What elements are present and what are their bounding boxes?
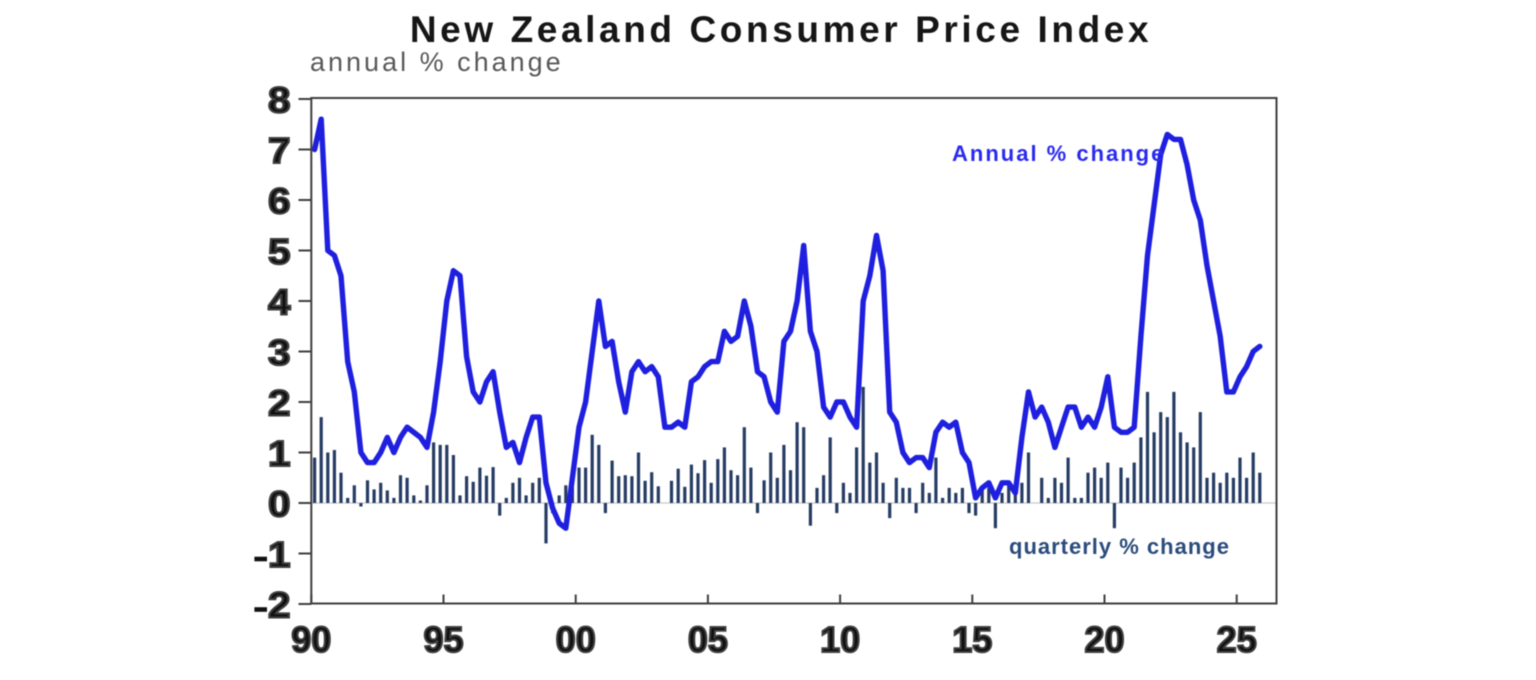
svg-text:90: 90 (291, 619, 331, 660)
svg-text:5: 5 (268, 231, 291, 272)
svg-text:2: 2 (268, 383, 291, 424)
svg-text:New Zealand Consumer Price Ind: New Zealand Consumer Price Index (410, 9, 1152, 50)
svg-text:10: 10 (820, 619, 860, 660)
svg-text:25: 25 (1217, 619, 1257, 660)
svg-text:1: 1 (268, 534, 291, 575)
svg-text:2: 2 (268, 585, 291, 626)
svg-text:0: 0 (268, 484, 291, 525)
svg-text:4: 4 (268, 282, 291, 323)
svg-text:6: 6 (268, 181, 291, 222)
svg-text:annual % change: annual % change (310, 47, 564, 77)
svg-text:20: 20 (1084, 619, 1124, 660)
svg-text:Annual % change: Annual % change (952, 141, 1165, 166)
svg-text:95: 95 (423, 619, 463, 660)
svg-text:8: 8 (268, 80, 291, 121)
svg-text:quarterly % change: quarterly % change (1009, 534, 1230, 559)
svg-text:1: 1 (268, 433, 291, 474)
svg-text:15: 15 (952, 619, 992, 660)
svg-text:7: 7 (268, 130, 291, 171)
svg-text:00: 00 (556, 619, 596, 660)
svg-text:3: 3 (268, 332, 291, 373)
svg-text:05: 05 (688, 619, 728, 660)
